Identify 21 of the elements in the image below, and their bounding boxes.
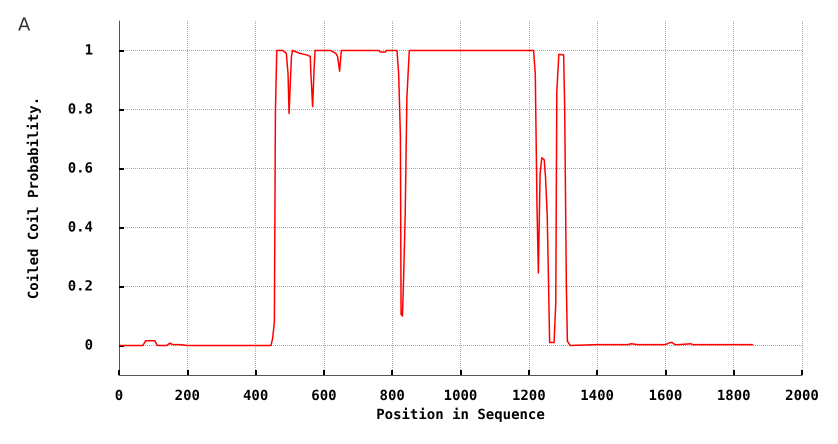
y-axis-title: Coiled Coil Probability. — [26, 96, 42, 300]
x-tick-label: 0 — [114, 388, 124, 404]
x-tick-label: 600 — [311, 388, 337, 404]
x-tick-label: 2000 — [785, 388, 819, 404]
x-tick-label: 800 — [380, 388, 405, 404]
y-tick-label: 0.4 — [68, 220, 93, 236]
y-tick-label: 1 — [84, 42, 93, 58]
x-tick-label: 1400 — [580, 388, 614, 404]
y-tick-label: 0.2 — [68, 278, 93, 294]
x-tick-label: 200 — [174, 388, 200, 404]
text: A — [18, 14, 31, 36]
line-series — [118, 50, 754, 346]
x-tick-label: 400 — [242, 388, 268, 404]
x-tick-label: 1600 — [648, 388, 682, 404]
y-tick-label: 0.8 — [68, 102, 93, 118]
x-tick-label: 1200 — [512, 388, 546, 404]
x-tick-label: 1000 — [444, 388, 478, 404]
x-axis-title: Position in Sequence — [376, 406, 545, 423]
x-tick-label: 1800 — [716, 388, 751, 404]
y-tick-label: 0 — [84, 338, 93, 354]
y-tick-label: 0.6 — [68, 160, 93, 176]
